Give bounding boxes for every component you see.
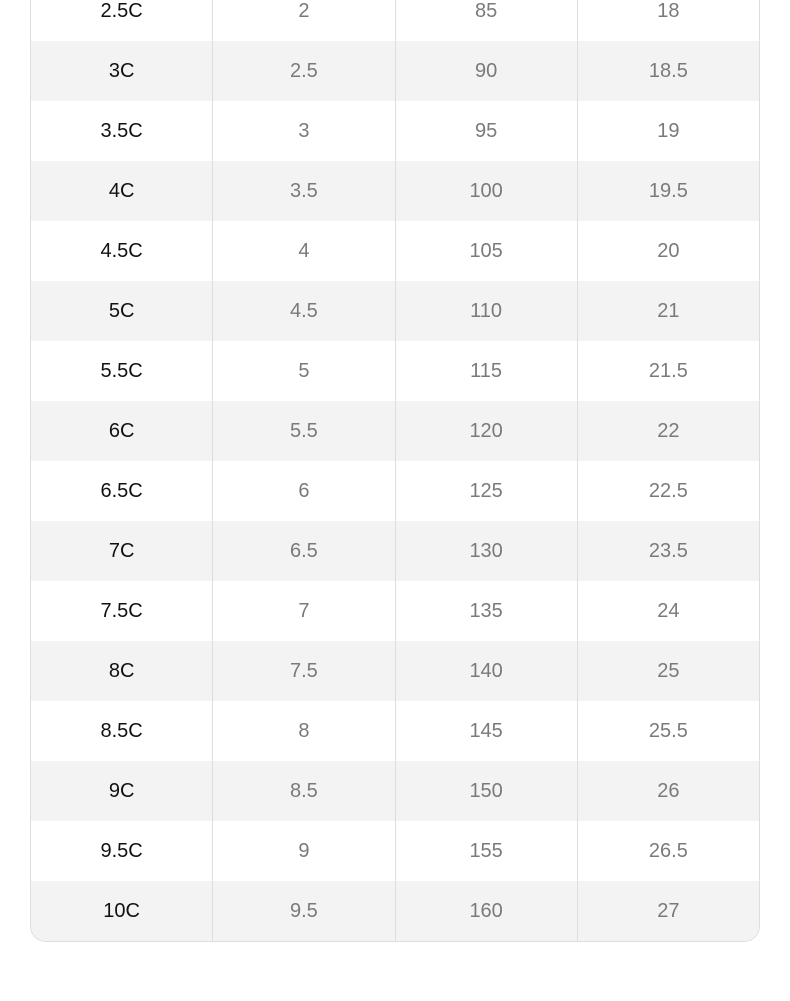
table-cell: 9 [212,821,394,881]
table-row: 6.5C 6 125 22.5 [31,461,759,521]
table-row: 3.5C 3 95 19 [31,101,759,161]
table-row: 2.5C 2 85 18 [31,0,759,41]
table-cell: 90 [394,41,577,101]
table-cell: 6.5C [100,479,143,502]
table-cell: 5.5C [100,359,143,382]
table-row: 5C 4.5 110 21 [31,281,759,341]
table-cell: 140 [394,641,577,701]
table-row: 5.5C 5 115 21.5 [31,341,759,401]
table-cell: 21 [576,281,759,341]
table-cell: 22 [576,401,759,461]
table-cell: 18 [576,0,759,41]
table-cell: 8 [212,701,394,761]
table-row: 6C 5.5 120 22 [31,401,759,461]
table-cell: 27 [576,881,759,941]
table-cell: 9.5 [212,881,394,941]
table-cell: 23.5 [576,521,759,581]
table-cell: 8.5 [212,761,394,821]
table-cell: 9C [108,779,135,802]
table-cell: 5.5 [212,401,394,461]
table-cell: 20 [576,221,759,281]
table-cell: 4C [108,179,135,202]
table-cell: 130 [394,521,577,581]
table-row: 8C 7.5 140 25 [31,641,759,701]
table-cell: 8C [108,659,135,682]
table-cell: 8.5C [100,719,143,742]
table-row: 7.5C 7 135 24 [31,581,759,641]
table-cell: 5C [108,299,135,322]
size-chart-table: 2.5C 2 85 18 3C 2.5 90 18.5 3.5C 3 95 19 4C 3.5 100 19.… [30,0,760,942]
table-cell: 5 [212,341,394,401]
table-cell: 85 [394,0,577,41]
table-cell: 4.5 [212,281,394,341]
table-cell: 25 [576,641,759,701]
table-cell: 9.5C [100,839,143,862]
table-cell: 2 [212,0,394,41]
table-row: 3C 2.5 90 18.5 [31,41,759,101]
table-cell: 24 [576,581,759,641]
table-cell: 6C [108,419,135,442]
table-cell: 155 [394,821,577,881]
table-cell: 135 [394,581,577,641]
table-cell: 7.5 [212,641,394,701]
table-cell: 22.5 [576,461,759,521]
table-cell: 2.5C [100,0,143,22]
table-cell: 25.5 [576,701,759,761]
table-cell: 19 [576,101,759,161]
table-cell: 125 [394,461,577,521]
table-cell: 4 [212,221,394,281]
table-row: 8.5C 8 145 25.5 [31,701,759,761]
table-cell: 21.5 [576,341,759,401]
table-cell: 115 [394,341,577,401]
table-cell: 26.5 [576,821,759,881]
table-cell: 150 [394,761,577,821]
table-cell: 3C [108,59,135,82]
table-cell: 120 [394,401,577,461]
table-cell: 110 [394,281,577,341]
table-cell: 105 [394,221,577,281]
table-cell: 19.5 [576,161,759,221]
table-cell: 160 [394,881,577,941]
table-cell: 95 [394,101,577,161]
table-row: 4C 3.5 100 19.5 [31,161,759,221]
table-cell: 7C [108,539,135,562]
table-row: 7C 6.5 130 23.5 [31,521,759,581]
table-cell: 100 [394,161,577,221]
table-cell: 3.5 [212,161,394,221]
table-row: 9C 8.5 150 26 [31,761,759,821]
table-cell: 3 [212,101,394,161]
table-cell: 10C [103,899,140,922]
table-cell: 6 [212,461,394,521]
table-cell: 26 [576,761,759,821]
table-row: 4.5C 4 105 20 [31,221,759,281]
table-cell: 145 [394,701,577,761]
table-cell: 4.5C [100,239,143,262]
table-row: 9.5C 9 155 26.5 [31,821,759,881]
table-cell: 18.5 [576,41,759,101]
table-cell: 7 [212,581,394,641]
table-cell: 7.5C [100,599,143,622]
table-cell: 2.5 [212,41,394,101]
table-cell: 6.5 [212,521,394,581]
table-cell: 3.5C [100,119,143,142]
table-row: 10C 9.5 160 27 [31,881,759,941]
